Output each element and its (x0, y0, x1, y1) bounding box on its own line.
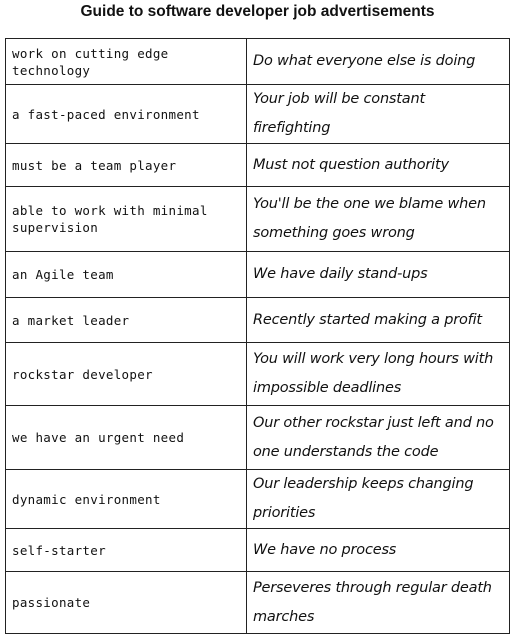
table-row: self-starter We have no process (6, 529, 510, 572)
meaning-cell: Recently started making a profit (247, 298, 510, 343)
phrase-cell: dynamic environment (6, 470, 247, 529)
phrase-cell: self-starter (6, 529, 247, 572)
meaning-cell: Our other rockstar just left and no one … (247, 406, 510, 470)
phrase-cell: we have an urgent need (6, 406, 247, 470)
table-row: dynamic environment Our leadership keeps… (6, 470, 510, 529)
page-title: Guide to software developer job advertis… (0, 3, 515, 21)
phrase-cell: must be a team player (6, 144, 247, 187)
phrase-cell: a market leader (6, 298, 247, 343)
table-row: an Agile team We have daily stand-ups (6, 252, 510, 298)
meaning-cell: Perseveres through regular death marches (247, 572, 510, 634)
phrase-cell: work on cutting edge technology (6, 39, 247, 85)
meaning-cell: Do what everyone else is doing (247, 39, 510, 85)
jargon-table: work on cutting edge technology Do what … (5, 38, 510, 634)
table-row: we have an urgent need Our other rocksta… (6, 406, 510, 470)
phrase-cell: passionate (6, 572, 247, 634)
meaning-cell: Our leadership keeps changing priorities (247, 470, 510, 529)
table-row: able to work with minimal supervision Yo… (6, 187, 510, 252)
phrase-cell: a fast-paced environment (6, 85, 247, 144)
table-row: rockstar developer You will work very lo… (6, 343, 510, 406)
phrase-cell: able to work with minimal supervision (6, 187, 247, 252)
phrase-cell: rockstar developer (6, 343, 247, 406)
table-row: must be a team player Must not question … (6, 144, 510, 187)
table-row: a market leader Recently started making … (6, 298, 510, 343)
meaning-cell: You'll be the one we blame when somethin… (247, 187, 510, 252)
table-row: work on cutting edge technology Do what … (6, 39, 510, 85)
table-row: passionate Perseveres through regular de… (6, 572, 510, 634)
meaning-cell: We have no process (247, 529, 510, 572)
meaning-cell: Must not question authority (247, 144, 510, 187)
meaning-cell: You will work very long hours with impos… (247, 343, 510, 406)
meaning-cell: We have daily stand-ups (247, 252, 510, 298)
meaning-cell: Your job will be constant firefighting (247, 85, 510, 144)
phrase-cell: an Agile team (6, 252, 247, 298)
table-row: a fast-paced environment Your job will b… (6, 85, 510, 144)
